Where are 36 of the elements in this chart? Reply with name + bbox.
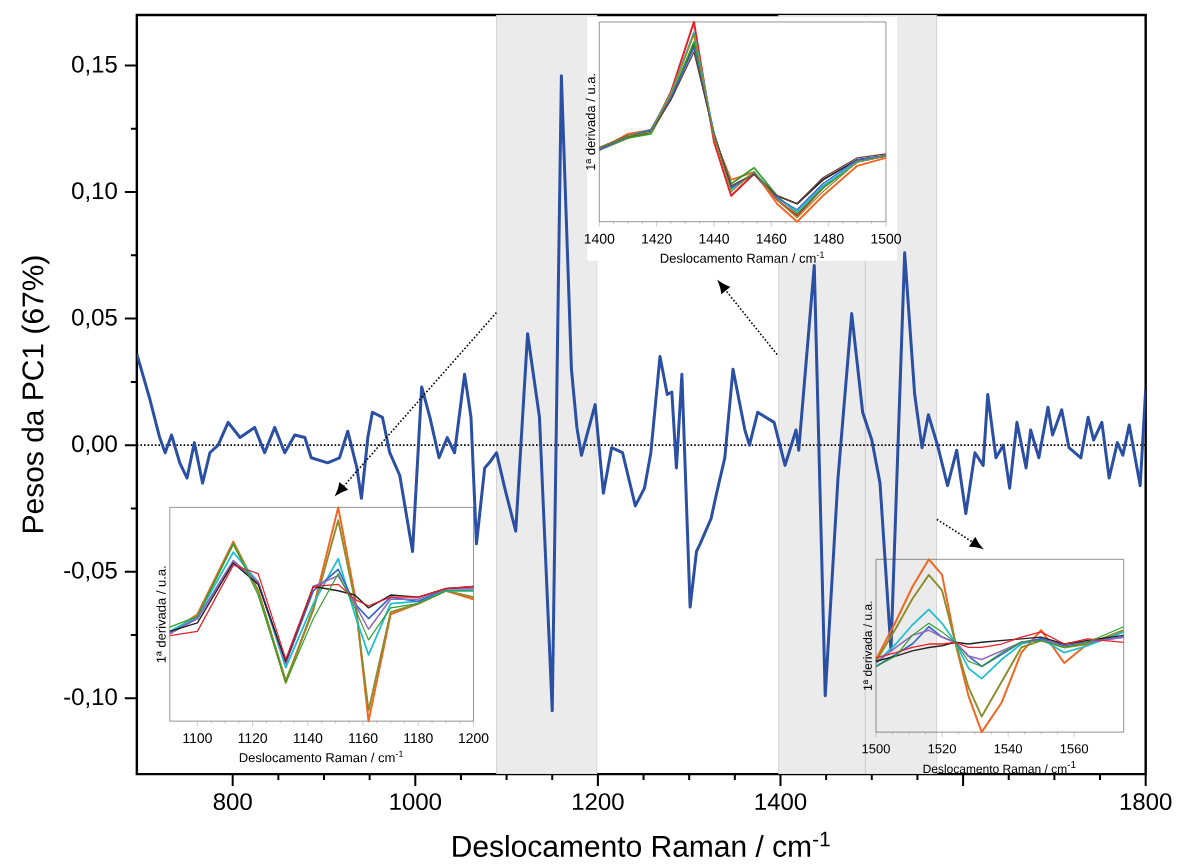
x-tick-label: 1100	[183, 733, 212, 744]
y-axis-title: 1ª derivada / u.a.	[585, 74, 596, 170]
y-axis-title: 1ª derivada / u.a.	[156, 566, 166, 663]
y-axis-title: 1ª derivada / u.a.	[863, 601, 872, 691]
x-tick-label: 1160	[349, 733, 378, 744]
x-tick-label: 1540	[994, 744, 1023, 754]
x-tick-label: 1420	[642, 233, 672, 244]
x-tick-label: 1500	[871, 233, 901, 244]
x-tick-label: 1440	[699, 233, 729, 244]
y-tick-label: -0,10	[64, 688, 117, 709]
x-tick-label: 1000	[390, 793, 442, 811]
x-tick-label: 1120	[238, 733, 268, 744]
x-tick-label: 1400	[584, 233, 615, 244]
x-tick-label: 800	[213, 793, 252, 811]
x-tick-label: 1480	[814, 233, 844, 244]
x-tick-label: 1560	[1060, 744, 1089, 754]
x-tick-label: 1400	[755, 793, 807, 811]
x-tick-label: 1500	[862, 744, 890, 754]
x-tick-label: 1800	[1120, 793, 1172, 811]
line-series	[136, 74, 1146, 713]
x-tick-label: 1200	[458, 733, 489, 744]
y-tick-label: -0,05	[64, 561, 117, 582]
x-tick-label: 1460	[756, 233, 787, 244]
y-axis-title: Pesos da PC1 (67%)	[21, 256, 50, 532]
x-axis-title: Deslocamento Raman / cm$^{-1}$	[239, 750, 404, 763]
x-tick-label: 1520	[928, 744, 956, 754]
y-tick-label: 0,00	[72, 435, 117, 456]
y-tick-label: 0,15	[72, 55, 117, 76]
x-axis-title: Deslocamento Raman / cm$^{-1}$	[923, 761, 1076, 774]
y-tick-label: 0,05	[72, 308, 117, 329]
x-tick-label: 1180	[404, 733, 433, 744]
x-axis-title: Deslocamento Raman / cm$^{-1}$	[453, 831, 830, 857]
y-tick-label: 0,10	[72, 182, 117, 202]
x-tick-label: 1140	[293, 733, 323, 744]
x-axis-title: Deslocamento Raman / cm$^{-1}$	[660, 251, 825, 263]
x-tick-label: 1200	[573, 793, 624, 811]
